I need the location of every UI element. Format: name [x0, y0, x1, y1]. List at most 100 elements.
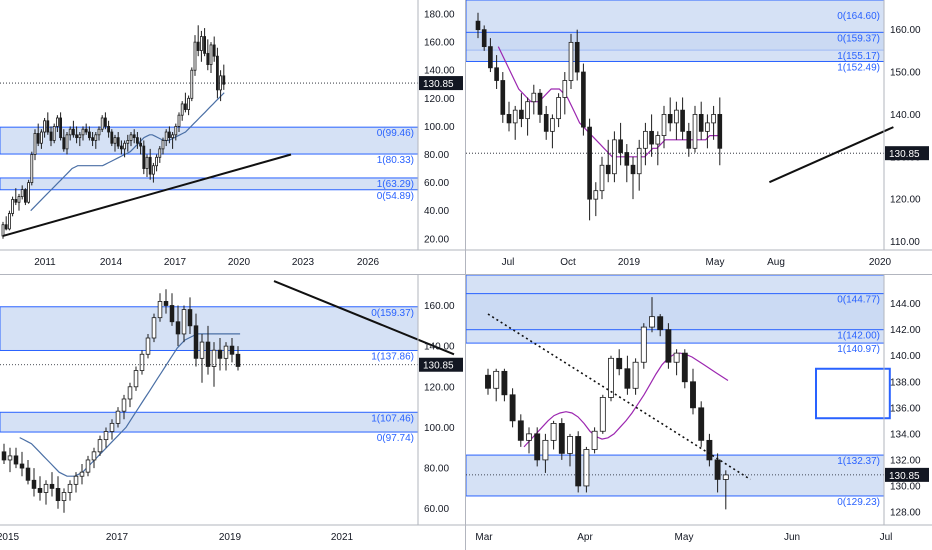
x-tick-label: Mar: [475, 532, 493, 543]
fib-label: 0(97.74): [377, 433, 414, 444]
candle-body: [30, 154, 34, 183]
x-tick-label: May: [675, 532, 694, 543]
candle-body: [714, 459, 721, 480]
chart-svg-bottom-right[interactable]: 0(144.77) 1(142.00) 1(140.97) 1(132.37) 0(12…: [465, 274, 932, 550]
candle-body: [133, 370, 139, 388]
x-tick-label: 2019: [219, 532, 242, 543]
trendline: [273, 280, 455, 356]
candle-body: [142, 145, 146, 169]
candle-body: [706, 439, 713, 461]
fib-label: 1(132.37): [837, 456, 880, 467]
candle-body: [171, 134, 175, 139]
candle-body: [574, 41, 580, 73]
chart-panel-bottom-right[interactable]: 0(144.77) 1(142.00) 1(140.97) 1(132.37) 0(12…: [465, 274, 932, 550]
candle-body: [556, 97, 561, 120]
candle-body: [488, 46, 493, 69]
y-tick-label: 40.00: [424, 206, 449, 217]
y-tick-label: 160.00: [424, 38, 455, 49]
candle-body: [222, 75, 226, 85]
candle-body: [235, 353, 241, 367]
candle-body: [14, 199, 18, 203]
y-tick-label: 100.00: [424, 122, 455, 133]
y-tick-label: 160.00: [890, 25, 921, 36]
y-tick-label: 160.00: [424, 301, 455, 312]
x-tick-label: 2021: [331, 532, 354, 543]
x-tick-label: May: [706, 257, 725, 268]
candle-body: [591, 430, 598, 450]
candle-body: [13, 455, 19, 465]
candle-body: [612, 139, 617, 175]
chart-svg-top-right[interactable]: 0(164.60) 0(159.37) 1(155.17)1(152.49) 110.…: [465, 0, 932, 274]
candle-body: [72, 128, 75, 136]
fib-label: 1(137.86): [371, 351, 414, 362]
x-tick-label: 2011: [34, 257, 56, 268]
price-tag-label: 130.85: [423, 361, 454, 372]
candle-body: [229, 345, 235, 355]
candle-body: [97, 128, 101, 136]
x-tick-label: Jul: [880, 532, 893, 543]
candle-body: [132, 134, 136, 139]
candle-body: [19, 463, 25, 469]
x-tick-label: Apr: [577, 532, 593, 543]
candle-body: [175, 321, 181, 335]
candle-body: [657, 316, 664, 331]
candle-body: [205, 341, 211, 367]
candle-body: [116, 137, 120, 147]
candle-body: [148, 156, 152, 175]
fib-label: 1(63.29): [377, 179, 414, 190]
candle-body: [543, 114, 549, 132]
x-tick-label: 2017: [106, 532, 129, 543]
candle-body: [550, 118, 555, 132]
candle-body: [203, 36, 207, 54]
candle-body: [49, 131, 53, 141]
y-tick-label: 140.00: [890, 110, 921, 121]
candle-body: [537, 92, 543, 115]
panel-divider-horizontal[interactable]: [0, 274, 932, 275]
candle-body: [692, 114, 698, 149]
chart-panel-top-left[interactable]: 0(99.46) 1(80.33) 1(63.29) 0(54.89) 20.00 40.…: [0, 0, 465, 274]
candle-body: [223, 345, 229, 359]
chart-svg-top-left[interactable]: 0(99.46) 1(80.33) 1(63.29)0(54.89) 20.00 40.…: [0, 0, 465, 274]
candle-body: [698, 114, 704, 132]
candle-body: [512, 109, 518, 124]
y-tick-label: 136.00: [890, 403, 921, 414]
fib-label: 1(80.33): [377, 155, 414, 166]
chart-panel-top-right[interactable]: 0(164.60) 0(159.37) 1(155.17) 1(152.49) 110.…: [465, 0, 932, 274]
price-tag-label: 130.85: [423, 79, 454, 90]
candle-body: [519, 109, 524, 120]
candle-body: [722, 474, 729, 480]
candle-body: [531, 92, 537, 103]
candle-body: [55, 488, 61, 502]
fib-label: 1(155.17): [837, 51, 880, 62]
fib-label: 1(142.00): [837, 331, 880, 342]
candle-body: [605, 164, 611, 175]
price-tag-label: 130.85: [889, 149, 920, 160]
panel-divider-vertical[interactable]: [465, 0, 466, 550]
candle-body: [618, 139, 623, 153]
candle-body: [91, 137, 94, 141]
y-tick-label: 60.00: [424, 504, 449, 515]
candle-body: [115, 410, 121, 424]
candle-body: [20, 189, 24, 198]
candle-body: [558, 423, 565, 454]
candle-body: [661, 114, 667, 136]
candle-body: [145, 337, 151, 355]
x-tick-label: 2026: [357, 257, 380, 268]
fib-label: 0(129.23): [837, 497, 880, 508]
candle-body: [100, 117, 104, 130]
chart-panel-bottom-left[interactable]: 0(159.37) 1(137.86) 1(107.46) 0(97.74) 60.00…: [0, 275, 465, 550]
candle-body: [705, 122, 710, 132]
candle-body: [56, 117, 59, 127]
chart-svg-bottom-left[interactable]: 0(159.37) 1(137.86) 1(107.46) 0(97.74) 60.00…: [0, 275, 465, 550]
y-tick-label: 140.00: [890, 351, 921, 362]
candle-body: [94, 134, 98, 141]
candle-body: [673, 352, 680, 363]
candle-body: [711, 114, 716, 124]
fib-label: 0(159.37): [371, 308, 414, 319]
candle-body: [127, 386, 133, 400]
y-tick-label: 132.00: [890, 455, 921, 466]
candle-body: [7, 455, 13, 461]
candle-body: [494, 67, 499, 81]
candle-body: [593, 190, 599, 200]
candle-body: [43, 483, 49, 493]
